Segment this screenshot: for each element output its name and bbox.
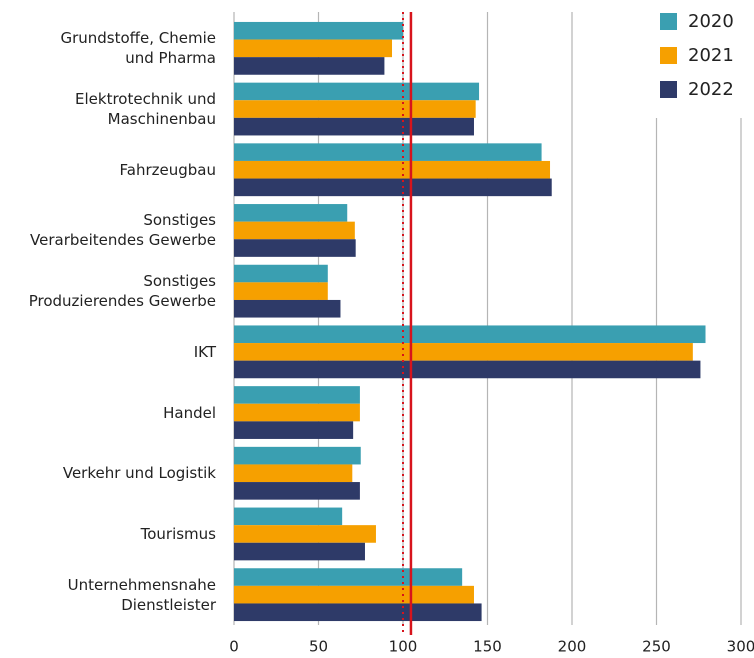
bar xyxy=(234,39,393,58)
legend-label: 2020 xyxy=(688,11,734,32)
bar xyxy=(234,585,474,604)
x-tick-label: 50 xyxy=(309,638,328,656)
x-tick-label: 200 xyxy=(558,638,587,656)
x-tick-label: 300 xyxy=(727,638,754,656)
bar xyxy=(234,343,693,361)
bar xyxy=(234,507,343,526)
bar xyxy=(234,446,361,465)
bar xyxy=(234,403,360,422)
bar xyxy=(234,525,376,543)
bar xyxy=(234,542,365,561)
legend-swatch xyxy=(660,13,677,30)
bar xyxy=(234,299,341,318)
bar xyxy=(234,264,328,283)
x-tick-label: 250 xyxy=(642,638,671,656)
bar xyxy=(234,464,353,483)
bar xyxy=(234,57,385,75)
y-tick-label: Handel xyxy=(163,403,216,422)
bar xyxy=(234,239,356,257)
y-tick-label: IKT xyxy=(193,342,216,361)
bar xyxy=(234,221,355,240)
bar xyxy=(234,143,542,161)
bar xyxy=(234,482,360,500)
bar xyxy=(234,117,474,136)
y-tick-label: Grundstoffe, Chemie und Pharma xyxy=(60,29,216,68)
y-tick-label: Sonstiges Verarbeitendes Gewerbe xyxy=(30,211,216,250)
bar xyxy=(234,160,551,179)
bar xyxy=(234,100,476,118)
bar xyxy=(234,421,354,439)
bar xyxy=(234,360,701,379)
x-tick-label: 150 xyxy=(473,638,502,656)
y-tick-label: Unternehmensnahe Dienstleister xyxy=(67,575,216,614)
legend-swatch xyxy=(660,81,677,98)
legend-label: 2021 xyxy=(688,45,734,66)
bar xyxy=(234,386,360,404)
legend-swatch xyxy=(660,47,677,64)
bar xyxy=(234,178,552,197)
bar xyxy=(234,568,463,586)
y-tick-label: Elektrotechnik und Maschinenbau xyxy=(75,90,216,129)
bar xyxy=(234,603,482,622)
y-tick-label: Tourismus xyxy=(140,524,216,543)
y-tick-label: Verkehr und Logistik xyxy=(62,464,216,483)
bar xyxy=(234,204,348,222)
x-tick-label: 100 xyxy=(389,638,418,656)
legend-label: 2022 xyxy=(688,79,734,100)
bar xyxy=(234,325,706,344)
bar xyxy=(234,82,480,101)
y-tick-label: Sonstiges Produzierendes Gewerbe xyxy=(28,272,216,311)
y-tick-label: Fahrzeugbau xyxy=(119,160,216,179)
bar xyxy=(234,21,403,40)
bar xyxy=(234,282,328,300)
x-tick-label: 0 xyxy=(229,638,239,656)
